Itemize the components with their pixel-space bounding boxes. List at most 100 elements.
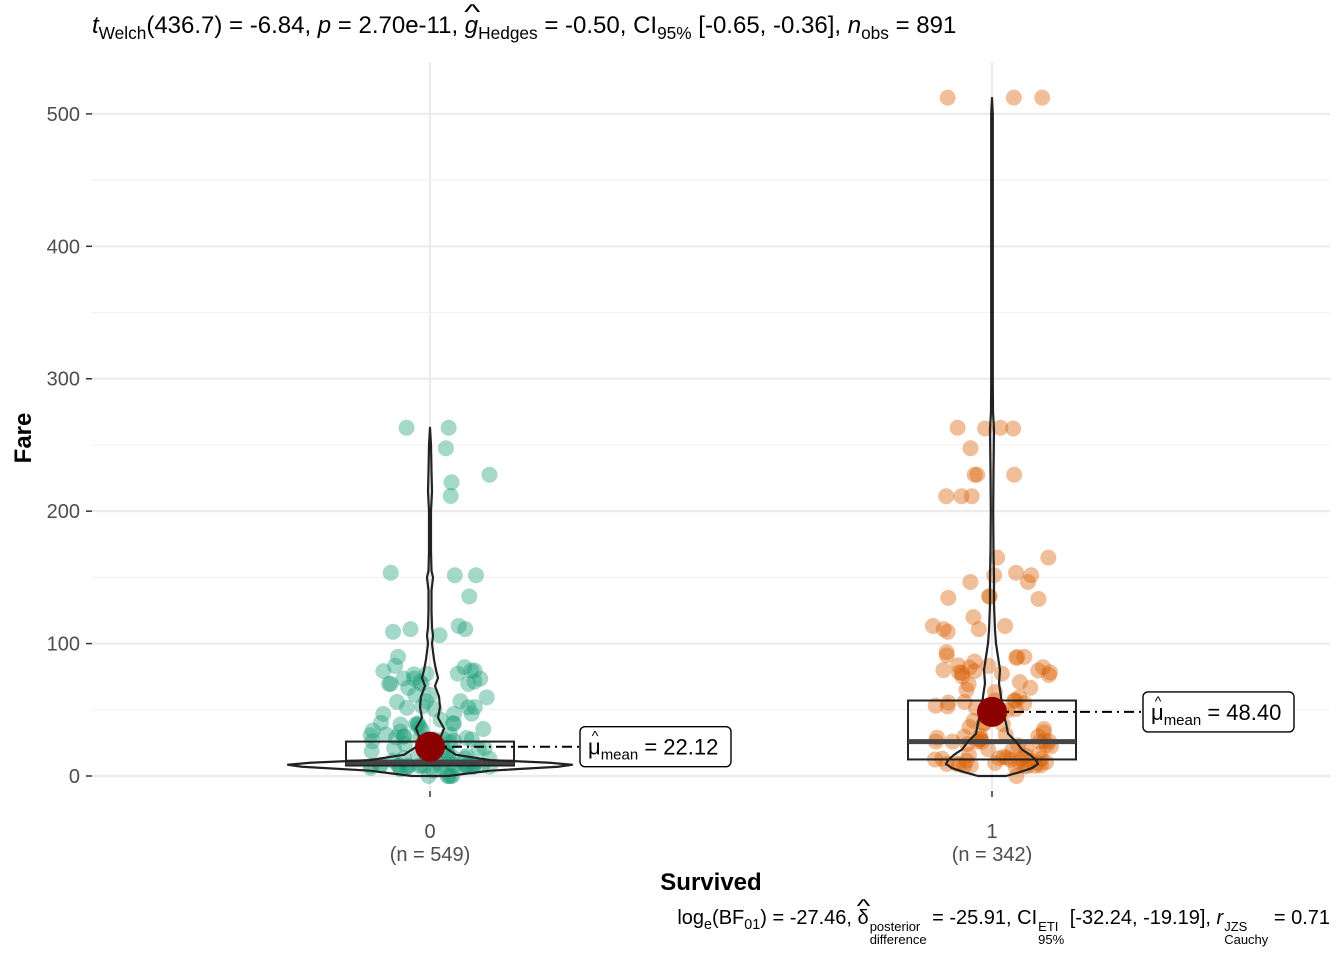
data-point [382,675,399,692]
t-value: (436.7) = -6.84, [146,12,318,39]
data-point [472,670,489,687]
data-point [1009,648,1026,665]
data-point [966,653,983,670]
mean-hat-1: ^ [1155,693,1162,709]
data-point [386,740,403,757]
data-point [939,698,956,715]
data-point [980,657,997,674]
grid [92,62,1330,790]
log-subscript: e [704,917,713,934]
ci-value: [-32.24, -19.19], [1064,907,1217,929]
data-point [422,686,439,703]
data-point [418,693,435,710]
x-sample-size-label: (n = 549) [390,844,471,866]
data-point [463,662,480,679]
violin-0 [286,426,574,778]
data-point [1016,648,1033,665]
data-point [440,419,457,436]
data-point [1004,742,1021,759]
y-tick-label: 400 [47,236,80,258]
data-point [962,440,979,457]
x-sample-size-label: (n = 342) [952,844,1033,866]
data-point [470,740,487,757]
r-symbol: r [1216,907,1224,929]
data-point [1011,754,1028,771]
data-point [463,731,480,748]
n-value: = 891 [888,12,957,39]
data-point [1038,754,1055,771]
data-point [395,670,412,687]
data-point [1030,590,1047,607]
x-tick-label: 1 [986,821,997,843]
ci-superscript: ETI [1038,919,1059,935]
p-value: = 2.70e-11, [331,12,465,39]
data-point [457,621,474,638]
data-point [460,699,477,716]
data-point [935,621,952,638]
data-point [437,440,454,457]
x-tick-label: 0 [424,821,435,843]
data-point [997,726,1014,743]
data-point [405,666,422,683]
data-point [969,466,986,483]
data-point [400,679,417,696]
data-point [924,617,941,634]
data-point [397,735,414,752]
data-point [970,621,987,638]
data-point [1008,564,1025,581]
data-point [939,623,956,640]
data-point [445,715,462,732]
data-point [1022,679,1039,696]
data-point [402,621,419,638]
data-point [1005,89,1022,106]
p-symbol: p [317,12,332,39]
data-point [463,705,480,722]
data-point [1042,664,1059,681]
data-point [362,727,379,744]
data-point [1040,666,1057,683]
data-point [443,474,460,491]
data-point [995,748,1012,765]
data-point [363,743,380,760]
mean-hat-0: ^ [592,728,599,744]
data-point [1034,89,1051,106]
data-point [1019,757,1036,774]
data-point [993,665,1010,682]
data-point [392,716,409,733]
mean-point-1 [977,696,1007,727]
data-point [478,689,495,706]
data-point [449,665,466,682]
t-symbol: t [92,12,99,39]
data-point [398,699,415,716]
ci-scripts: ETI 95% [1038,920,1064,946]
data-point [980,741,997,758]
mean-label-0: μmean = 22.12 [588,735,718,764]
y-tick-label: 0 [69,766,80,788]
ci-value: [-0.65, -0.36], [691,12,848,39]
data-point [444,715,461,732]
data-point [951,664,968,681]
delta-superscript: posterior [869,919,921,935]
data-point [407,686,424,703]
data-point [1031,745,1048,762]
data-point [1040,549,1057,566]
delta-subscript: difference [869,932,927,948]
data-point [1006,466,1023,483]
data-point [1034,659,1051,676]
data-point [1020,574,1037,591]
t-subscript: Welch [98,23,147,44]
bf-label: (BF [712,907,745,929]
jitter-points [362,89,1059,784]
mean-markers: μmean = 22.12^μmean = 48.40^ [415,691,1295,768]
data-point [1035,724,1052,741]
data-point [953,488,970,505]
data-point [927,697,944,714]
data-point [939,89,956,106]
data-point [965,609,982,626]
g-value: = -0.50, CI [537,12,658,39]
ci-subscript: 95% [1038,932,1065,948]
mean-label-box-1 [1142,691,1295,733]
mean-point-0 [415,731,445,762]
data-point [999,749,1016,766]
